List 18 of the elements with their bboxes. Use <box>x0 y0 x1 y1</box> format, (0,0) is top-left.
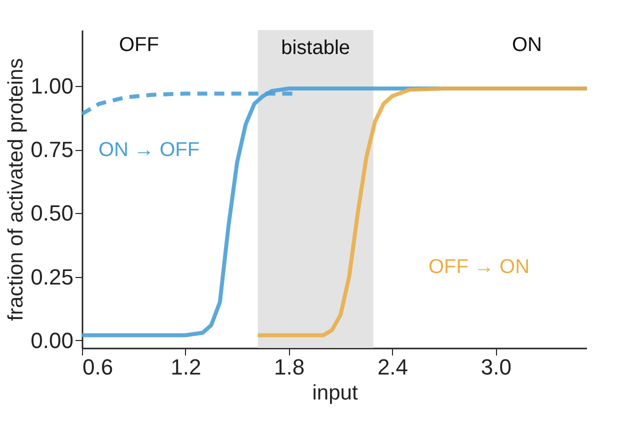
y-tick-label: 0.25 <box>30 264 74 290</box>
y-tick-label: 1.00 <box>30 73 74 98</box>
y-tick-label: 0.75 <box>30 137 74 162</box>
annotation: OFF <box>119 34 159 56</box>
band-label: bistable <box>281 37 350 59</box>
annotation: OFF → ON <box>428 256 530 278</box>
x-tick-label: 1.2 <box>170 354 202 380</box>
y-tick-label: 0.00 <box>30 328 74 353</box>
annotation: ON → OFF <box>98 139 200 161</box>
line-series <box>256 86 587 338</box>
annotation: ON <box>512 34 542 56</box>
y-tick-label: 0.50 <box>30 200 74 226</box>
x-axis-title: input <box>312 382 358 404</box>
x-tick-label: 2.4 <box>377 354 408 380</box>
y-axis-title: fraction of activated proteins <box>4 58 28 321</box>
x-tick-label: 0.6 <box>82 354 114 380</box>
x-tick-label: 1.8 <box>274 354 305 380</box>
x-tick-label: 3.0 <box>480 354 512 380</box>
